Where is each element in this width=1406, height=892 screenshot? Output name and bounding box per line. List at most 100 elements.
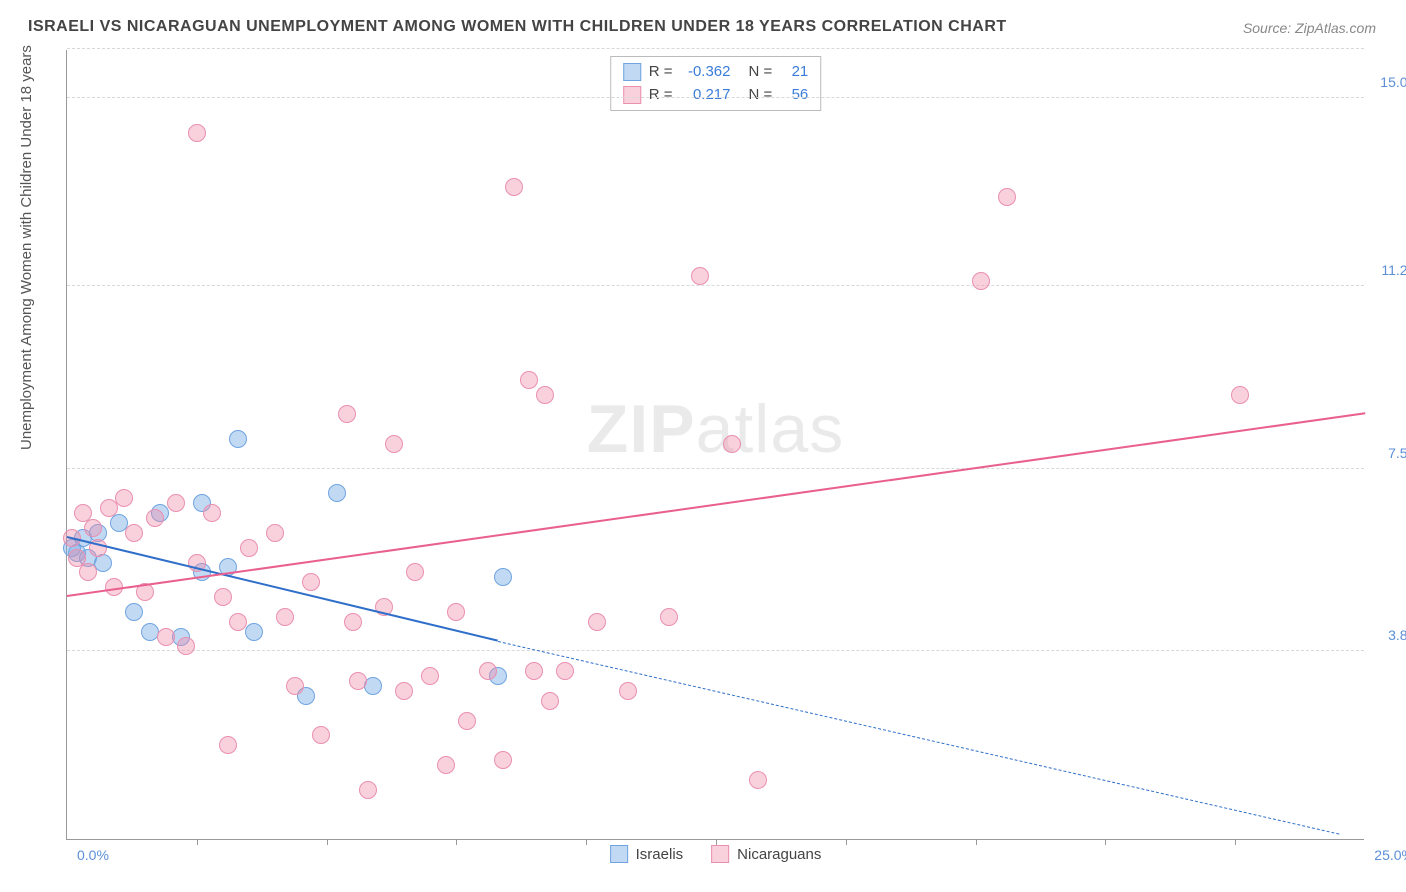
legend-label: Israelis — [636, 846, 684, 863]
nicaraguans-point — [157, 628, 175, 646]
gridline — [67, 650, 1364, 651]
nicaraguans-point — [691, 267, 709, 285]
nicaraguans-point — [723, 435, 741, 453]
nicaraguans-point — [406, 563, 424, 581]
nicaraguans-point — [312, 726, 330, 744]
stat-n-label: N = — [749, 84, 773, 107]
swatch-israelis — [610, 845, 628, 863]
nicaraguans-point — [395, 682, 413, 700]
israelis-point — [494, 568, 512, 586]
nicaraguans-point — [219, 736, 237, 754]
swatch-nicaraguans — [623, 86, 641, 104]
nicaraguans-point — [177, 637, 195, 655]
source-attribution: Source: ZipAtlas.com — [1243, 20, 1376, 36]
gridline — [67, 97, 1364, 98]
nicaraguans-point — [421, 667, 439, 685]
swatch-israelis — [623, 63, 641, 81]
nicaraguans-point — [286, 677, 304, 695]
stat-n-label: N = — [749, 61, 773, 84]
legend-item-nicaraguans: Nicaraguans — [711, 845, 821, 863]
x-tick — [586, 839, 587, 845]
x-tick — [1105, 839, 1106, 845]
nicaraguans-point — [229, 613, 247, 631]
israelis-point — [229, 430, 247, 448]
nicaraguans-point — [214, 588, 232, 606]
watermark-thin: atlas — [696, 391, 845, 467]
y-tick-label: 15.0% — [1380, 74, 1406, 90]
nicaraguans-point — [437, 756, 455, 774]
nicaraguans-point — [167, 494, 185, 512]
israelis-point — [125, 603, 143, 621]
nicaraguans-point — [619, 682, 637, 700]
y-tick-label: 7.5% — [1388, 445, 1406, 461]
legend: Israelis Nicaraguans — [610, 845, 822, 863]
nicaraguans-point — [505, 178, 523, 196]
gridline — [67, 48, 1364, 49]
nicaraguans-point — [749, 771, 767, 789]
nicaraguans-point — [494, 751, 512, 769]
gridline — [67, 285, 1364, 286]
x-tick — [846, 839, 847, 845]
correlation-stats-box: R = -0.362 N = 21 R = 0.217 N = 56 — [610, 56, 822, 111]
x-axis-origin-label: 0.0% — [77, 847, 109, 863]
swatch-nicaraguans — [711, 845, 729, 863]
nicaraguans-point — [266, 524, 284, 542]
nicaraguans-point — [276, 608, 294, 626]
watermark: ZIPatlas — [587, 390, 844, 468]
y-tick-label: 3.8% — [1388, 627, 1406, 643]
nicaraguans-point — [972, 272, 990, 290]
nicaraguans-point — [359, 781, 377, 799]
israelis-point — [245, 623, 263, 641]
nicaraguans-point — [349, 672, 367, 690]
nicaraguans-point — [998, 188, 1016, 206]
nicaraguans-point — [338, 405, 356, 423]
nicaraguans-point — [100, 499, 118, 517]
nicaraguans-point — [1231, 386, 1249, 404]
nicaraguans-point — [541, 692, 559, 710]
trend-line — [498, 641, 1339, 835]
stat-r-value: 0.217 — [681, 84, 731, 107]
plot-area: ZIPatlas R =-0.362N =21R =0.217N =56 Isr… — [66, 50, 1364, 840]
nicaraguans-point — [660, 608, 678, 626]
watermark-bold: ZIP — [587, 391, 696, 467]
x-tick — [327, 839, 328, 845]
gridline — [67, 468, 1364, 469]
stat-n-value: 56 — [780, 84, 808, 107]
nicaraguans-point — [188, 124, 206, 142]
israelis-point — [364, 677, 382, 695]
nicaraguans-point — [115, 489, 133, 507]
stats-row-israelis: R = -0.362 N = 21 — [623, 61, 809, 84]
nicaraguans-point — [385, 435, 403, 453]
nicaraguans-point — [84, 519, 102, 537]
nicaraguans-point — [525, 662, 543, 680]
legend-label: Nicaraguans — [737, 846, 821, 863]
x-tick — [456, 839, 457, 845]
x-tick — [1235, 839, 1236, 845]
nicaraguans-point — [302, 573, 320, 591]
chart-container: Unemployment Among Women with Children U… — [48, 50, 1388, 860]
nicaraguans-point — [556, 662, 574, 680]
stat-r-value: -0.362 — [681, 61, 731, 84]
nicaraguans-point — [479, 662, 497, 680]
stat-r-label: R = — [649, 61, 673, 84]
y-tick-label: 11.2% — [1381, 262, 1406, 278]
nicaraguans-point — [458, 712, 476, 730]
y-axis-label: Unemployment Among Women with Children U… — [18, 45, 35, 450]
stat-r-label: R = — [649, 84, 673, 107]
nicaraguans-point — [520, 371, 538, 389]
x-tick — [197, 839, 198, 845]
stat-n-value: 21 — [780, 61, 808, 84]
x-axis-max-label: 25.0% — [1374, 847, 1406, 863]
nicaraguans-point — [588, 613, 606, 631]
nicaraguans-point — [203, 504, 221, 522]
israelis-point — [328, 484, 346, 502]
nicaraguans-point — [447, 603, 465, 621]
legend-item-israelis: Israelis — [610, 845, 684, 863]
nicaraguans-point — [125, 524, 143, 542]
nicaraguans-point — [240, 539, 258, 557]
nicaraguans-point — [344, 613, 362, 631]
nicaraguans-point — [146, 509, 164, 527]
chart-title: ISRAELI VS NICARAGUAN UNEMPLOYMENT AMONG… — [28, 18, 1007, 36]
trend-line — [67, 412, 1365, 597]
stats-row-nicaraguans: R = 0.217 N = 56 — [623, 84, 809, 107]
